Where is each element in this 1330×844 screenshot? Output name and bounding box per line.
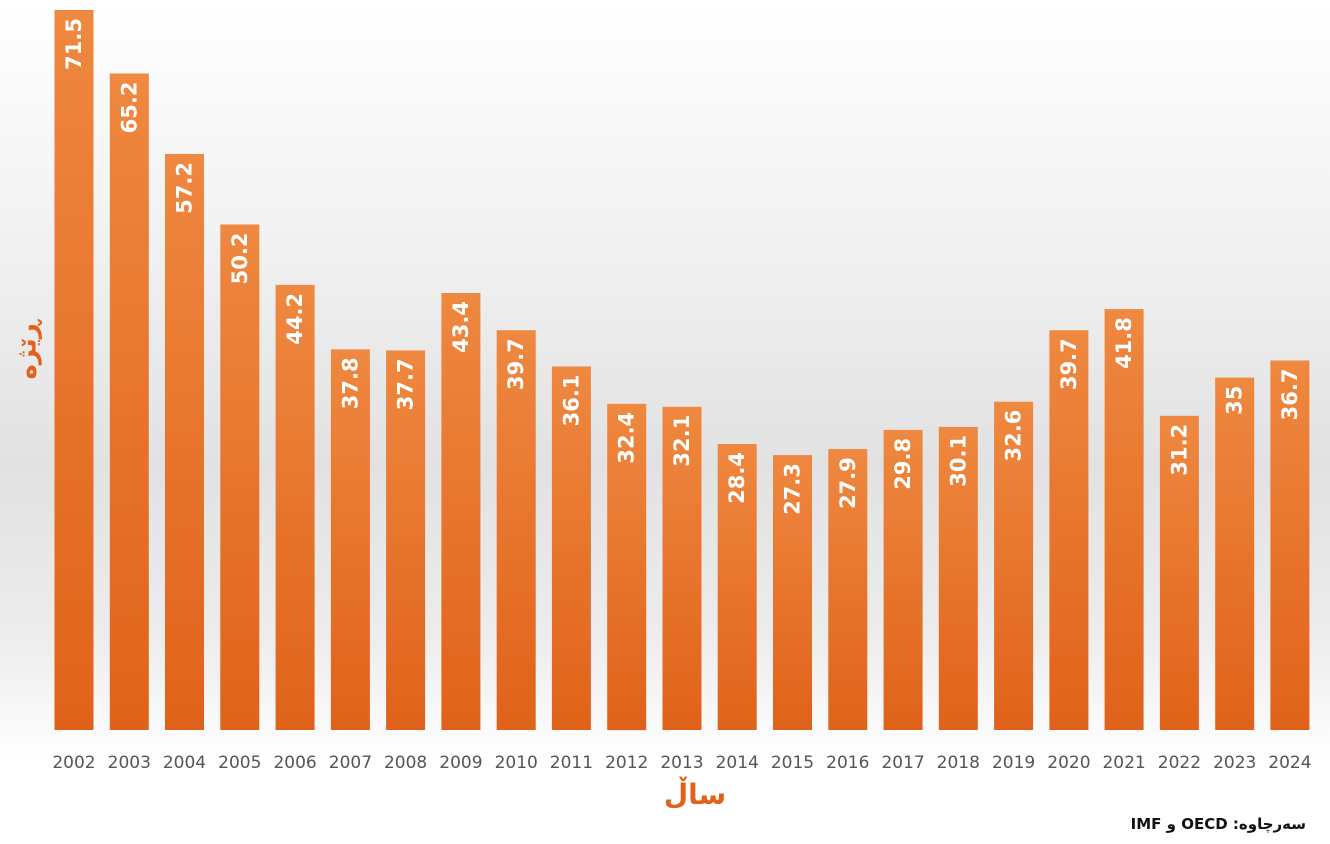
value-label-2008: 37.7 (394, 358, 418, 410)
value-label-2024: 36.7 (1278, 369, 1302, 421)
bar-2007 (330, 349, 370, 730)
value-label-2005: 50.2 (228, 232, 252, 284)
value-label-2019: 32.6 (1002, 410, 1026, 462)
bar-2023 (1215, 377, 1255, 730)
bar-2016 (828, 449, 868, 730)
x-tick-2010: 2010 (495, 753, 538, 773)
source-note: سەرچاوە: OECD و IMF (1130, 815, 1306, 833)
x-tick-2015: 2015 (771, 753, 814, 773)
value-label-2017: 29.8 (891, 438, 915, 490)
value-label-2002: 71.5 (62, 18, 86, 70)
value-label-2018: 30.1 (946, 435, 970, 487)
x-tick-2023: 2023 (1213, 753, 1256, 773)
x-tick-2020: 2020 (1047, 753, 1090, 773)
value-label-2015: 27.3 (781, 463, 805, 515)
x-tick-2011: 2011 (550, 753, 593, 773)
value-label-2010: 39.7 (504, 338, 528, 390)
y-axis-title: ڕێژە (2, 320, 52, 380)
x-tick-2013: 2013 (660, 753, 703, 773)
value-label-2012: 32.4 (615, 412, 639, 464)
bar-2010 (496, 330, 536, 730)
x-tick-2006: 2006 (273, 753, 316, 773)
value-labels-group: 71.5 65.2 57.2 50.2 44.2 37.8 37.7 43.4 39.7 36.1… (62, 18, 1302, 515)
x-tick-2019: 2019 (992, 753, 1035, 773)
bar-2015 (773, 455, 812, 730)
x-tick-2012: 2012 (605, 753, 648, 773)
x-tick-2003: 2003 (108, 753, 151, 773)
x-tick-2005: 2005 (218, 753, 261, 773)
bar-2017 (883, 429, 923, 730)
value-label-2006: 44.2 (283, 293, 307, 345)
x-tick-2022: 2022 (1158, 753, 1201, 773)
bar-2009 (441, 293, 481, 730)
bar-2005 (220, 224, 260, 730)
x-tick-2014: 2014 (716, 753, 759, 773)
bar-2022 (1159, 415, 1199, 730)
x-tick-2007: 2007 (329, 753, 372, 773)
value-label-2013: 32.1 (670, 415, 694, 467)
bar-2012 (607, 403, 647, 731)
x-tick-2002: 2002 (52, 753, 95, 773)
bar-2014 (717, 444, 757, 730)
x-tick-2017: 2017 (881, 753, 924, 773)
bar-2008 (386, 350, 426, 730)
bar-2006 (275, 284, 315, 730)
value-label-2003: 65.2 (117, 82, 141, 134)
bar-2019 (994, 401, 1034, 730)
bar-2018 (938, 426, 978, 730)
bar-2020 (1049, 330, 1089, 730)
bar-2011 (551, 366, 591, 730)
x-tick-2024: 2024 (1268, 753, 1311, 773)
value-label-2020: 39.7 (1057, 338, 1081, 390)
x-tick-2018: 2018 (937, 753, 980, 773)
value-label-2023: 35 (1223, 386, 1247, 415)
y-axis-label: ڕێژە (12, 320, 42, 380)
x-tick-2009: 2009 (439, 753, 482, 773)
bar-2013 (662, 406, 702, 730)
value-label-2016: 27.9 (836, 457, 860, 509)
bar-2004 (165, 154, 204, 730)
value-label-2009: 43.4 (449, 301, 473, 353)
x-tick-2004: 2004 (163, 753, 206, 773)
bar-2024 (1270, 360, 1310, 730)
x-tick-2016: 2016 (826, 753, 869, 773)
bar-2003 (109, 73, 149, 730)
x-axis-label: ساڵ (663, 778, 727, 811)
x-tick-2008: 2008 (384, 753, 427, 773)
value-label-2021: 41.8 (1112, 317, 1136, 369)
value-label-2011: 36.1 (559, 375, 583, 427)
value-label-2022: 31.2 (1167, 424, 1191, 476)
value-label-2007: 37.8 (338, 357, 362, 409)
value-label-2004: 57.2 (173, 162, 197, 214)
bar-2021 (1104, 309, 1144, 730)
bars-group (54, 10, 1310, 731)
bar-2002 (54, 10, 94, 730)
value-label-2014: 28.4 (725, 452, 749, 504)
x-tick-2021: 2021 (1102, 753, 1145, 773)
x-axis-ticks: 2002 2003 2004 2005 2006 2007 2008 2009 2010 2011… (52, 753, 1311, 773)
